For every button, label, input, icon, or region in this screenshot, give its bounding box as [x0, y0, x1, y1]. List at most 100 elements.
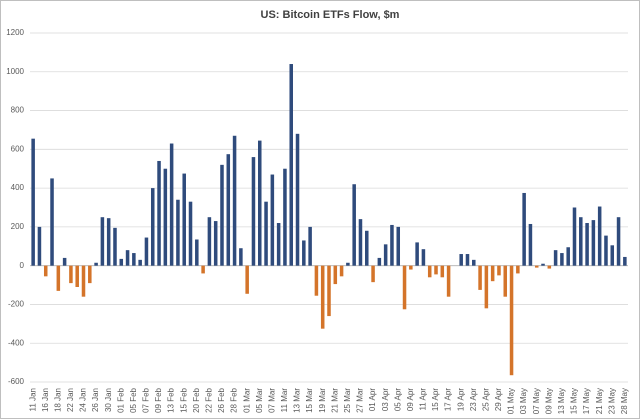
x-tick-label: 18 Jan: [53, 388, 62, 412]
bar: [434, 265, 438, 275]
bar: [365, 230, 369, 266]
bar: [553, 250, 558, 266]
x-tick-label: 05 Mar: [255, 388, 264, 413]
bar: [522, 192, 526, 266]
bar: [465, 254, 470, 266]
bar: [43, 265, 48, 277]
bar: [427, 265, 432, 278]
bar: [88, 265, 92, 284]
chart-title: US: Bitcoin ETFs Flow, $m: [261, 9, 400, 21]
bar: [396, 226, 401, 266]
bar: [390, 224, 394, 266]
y-tick-label: 800: [11, 106, 25, 115]
y-tick-label: 200: [11, 222, 25, 231]
bar: [497, 265, 501, 276]
x-tick-label: 25 Apr: [481, 388, 490, 411]
bar: [358, 219, 363, 266]
bar: [377, 257, 382, 266]
bar: [283, 168, 287, 266]
y-tick-label: 1000: [6, 67, 24, 76]
bar: [516, 265, 520, 274]
x-tick-label: 15 Feb: [179, 387, 188, 412]
bar: [169, 143, 174, 266]
bar: [176, 199, 180, 266]
bar: [94, 262, 98, 266]
bar: [239, 248, 243, 266]
x-tick-label: 15 Apr: [431, 388, 440, 411]
bar: [81, 265, 86, 297]
x-tick-label: 03 May: [519, 388, 528, 414]
bar: [75, 265, 79, 287]
bar: [270, 174, 275, 266]
x-tick-label: 15 May: [570, 388, 579, 414]
bar: [440, 265, 445, 278]
bar: [138, 259, 142, 266]
x-tick-label: 28 May: [620, 388, 629, 414]
bar: [308, 226, 312, 266]
bar: [220, 164, 224, 266]
x-tick-label: 21 Mar: [330, 388, 339, 413]
bar: [56, 265, 61, 291]
bar: [201, 265, 205, 274]
x-tick-label: 23 Apr: [469, 388, 478, 411]
x-tick-label: 15 Mar: [305, 388, 314, 413]
bar: [383, 244, 388, 266]
bar: [604, 235, 608, 266]
bar: [459, 254, 463, 266]
bar: [295, 133, 300, 266]
bar: [484, 265, 489, 309]
x-tick-label: 11 Jan: [28, 388, 37, 411]
x-tick-label: 29 Apr: [494, 388, 503, 411]
x-tick-label: 09 May: [544, 388, 553, 414]
bar: [490, 265, 495, 282]
bar: [320, 265, 325, 329]
x-tick-label: 21 May: [595, 388, 604, 414]
bar: [327, 265, 331, 317]
bar: [339, 265, 344, 277]
bar: [207, 217, 212, 266]
bar: [610, 245, 615, 266]
x-tick-label: 27 Mar: [356, 388, 365, 413]
bar: [264, 201, 268, 266]
x-tick-label: 01 Mar: [242, 388, 251, 413]
bar: [195, 239, 199, 266]
x-tick-label: 28 Feb: [230, 387, 239, 412]
x-tick-label: 30 Jan: [104, 388, 113, 412]
x-tick-label: 07 May: [532, 388, 541, 414]
x-tick-label: 03 Apr: [381, 388, 390, 411]
bar: [472, 259, 476, 266]
x-tick-label: 16 Jan: [41, 388, 50, 412]
bar: [421, 249, 426, 266]
x-tick-label: 13 May: [557, 388, 566, 414]
bar: [534, 265, 539, 268]
bar: [276, 223, 281, 266]
bar: [333, 265, 338, 285]
x-tick-label: 01 May: [507, 388, 516, 414]
x-tick-label: 22 Feb: [205, 387, 214, 412]
bar: [37, 226, 42, 266]
bar: [314, 265, 319, 296]
x-tick-label: 22 Jan: [66, 388, 75, 412]
bar: [352, 184, 356, 266]
bar: [232, 135, 237, 266]
bar: [579, 217, 583, 266]
bar: [150, 188, 155, 266]
bar: [257, 140, 262, 266]
y-tick-label: 1200: [6, 28, 24, 37]
x-tick-label: 13 Feb: [167, 387, 176, 412]
bar: [289, 64, 293, 266]
bar: [302, 240, 306, 266]
x-tick-label: 19 Mar: [318, 388, 327, 413]
bar: [106, 218, 111, 266]
y-tick-label: -400: [8, 338, 25, 347]
bar: [591, 220, 596, 266]
bar: [226, 154, 231, 266]
bar: [402, 265, 407, 310]
bar: [69, 265, 73, 284]
bar: [132, 253, 136, 266]
bar: [560, 253, 564, 266]
bar: [528, 223, 533, 266]
x-tick-label: 11 Mar: [280, 388, 289, 413]
bar: [547, 265, 552, 269]
